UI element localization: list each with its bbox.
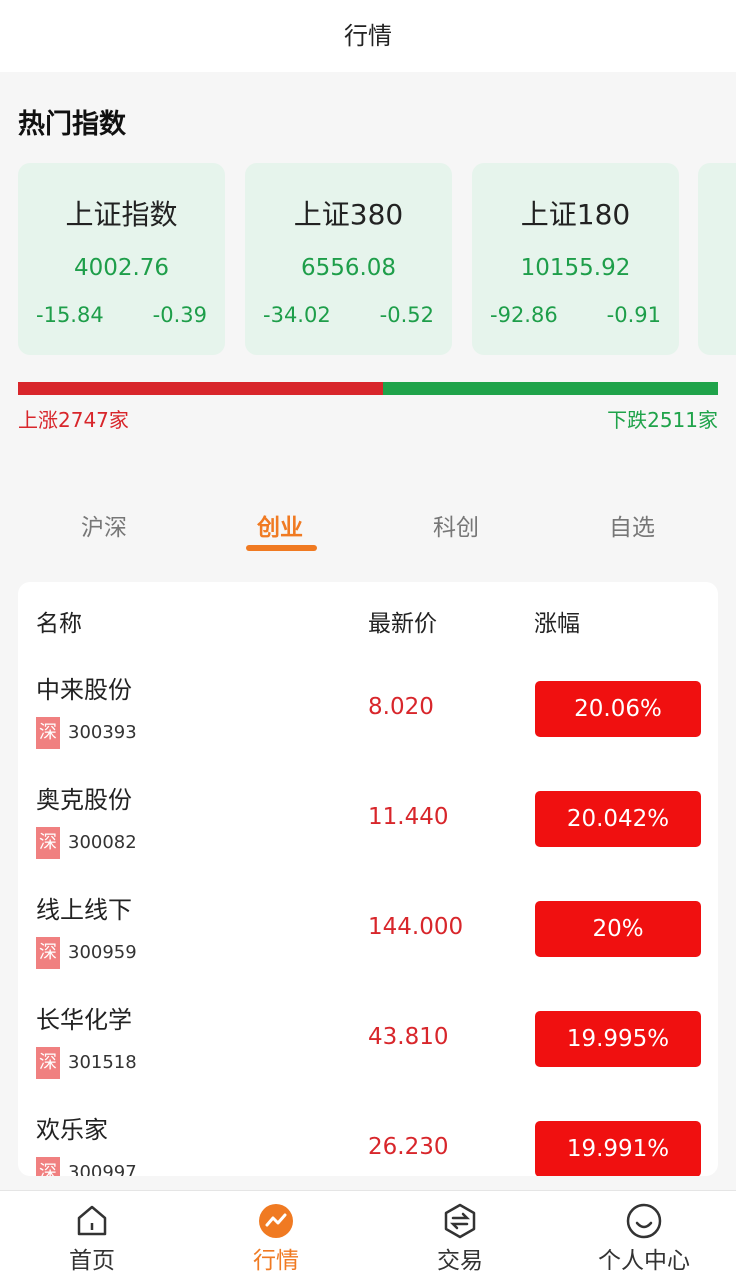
trade-icon (444, 1203, 476, 1239)
index-card[interactable]: 上证指数 4002.76 -15.84 -0.39 (18, 163, 225, 355)
stock-price: 8.020 (368, 694, 434, 720)
market-tag: 深 (36, 1157, 60, 1176)
stock-code: 301518 (68, 1052, 137, 1073)
tab[interactable]: 沪深 (81, 515, 127, 541)
bottom-nav: 首页 行情 交易 个人中心 (0, 1190, 736, 1280)
breadth-bar-up (18, 382, 383, 395)
column-header[interactable]: 最新价 (368, 611, 437, 637)
stock-name[interactable]: 线上线下 (36, 896, 132, 924)
tab[interactable]: 创业 (257, 515, 303, 541)
breadth-down: 下跌2511家 (607, 408, 718, 432)
stock-code: 300959 (68, 942, 137, 963)
stock-pct: 20% (535, 901, 701, 957)
index-pct: -0.39 (152, 303, 207, 327)
index-pct: -0.52 (379, 303, 434, 327)
stock-name[interactable]: 奥克股份 (36, 786, 132, 814)
market-icon (259, 1204, 293, 1238)
tab[interactable]: 自选 (609, 515, 655, 541)
index-value: 6556.08 (300, 255, 397, 281)
index-pct: -0.91 (606, 303, 661, 327)
stock-code: 300082 (68, 832, 137, 853)
index-name: 上证180 (520, 198, 631, 231)
index-name: 上证380 (293, 198, 404, 231)
stock-name[interactable]: 长华化学 (36, 1006, 132, 1034)
home-icon (77, 1205, 107, 1236)
market-tag: 深 (36, 717, 60, 749)
column-header: 名称 (36, 611, 82, 637)
stock-name[interactable]: 欢乐家 (36, 1116, 108, 1144)
index-change: -34.02 (263, 303, 331, 327)
stock-pct: 20.042% (535, 791, 701, 847)
nav-item[interactable]: 个人中心 (598, 1248, 690, 1274)
tab[interactable]: 科创 (433, 515, 479, 541)
market-tag: 深 (36, 1047, 60, 1079)
stock-code: 300393 (68, 722, 137, 743)
stock-pct: 20.06% (535, 681, 701, 737)
nav-item[interactable]: 行情 (253, 1248, 299, 1274)
index-card[interactable]: 上证380 6556.08 -34.02 -0.52 (245, 163, 452, 355)
index-value: 4002.76 (73, 255, 170, 281)
stock-pct: 19.991% (535, 1121, 701, 1176)
stock-code: 300997 (68, 1162, 137, 1176)
stock-pct: 19.995% (535, 1011, 701, 1067)
profile-icon (626, 1203, 662, 1239)
stock-price: 26.230 (368, 1134, 449, 1160)
nav-item[interactable]: 首页 (69, 1248, 115, 1274)
section-title: 热门指数 (18, 109, 126, 140)
nav-item[interactable]: 交易 (437, 1248, 483, 1274)
stock-table: 名称 最新价 涨幅 中来股份深 300393 8.020 20.06% 奥克股份深 300… (18, 582, 718, 1176)
stock-price: 43.810 (368, 1024, 449, 1050)
index-value: 10155.92 (520, 255, 631, 281)
index-name: 上证指数 (65, 198, 178, 231)
column-header[interactable]: 涨幅 (534, 611, 580, 637)
index-card[interactable]: 上证180 10155.92 -92.86 -0.91 (472, 163, 679, 355)
index-card-partial[interactable] (698, 163, 736, 355)
stock-price: 11.440 (368, 804, 449, 830)
header-title: 行情 (0, 0, 736, 72)
breadth-up: 上涨2747家 (18, 408, 129, 432)
index-change: -15.84 (36, 303, 104, 327)
stock-name[interactable]: 中来股份 (36, 676, 132, 704)
breadth-bar-down (383, 382, 718, 395)
market-tag: 深 (36, 937, 60, 969)
market-tag: 深 (36, 827, 60, 859)
tab-indicator (246, 545, 317, 551)
index-change: -92.86 (490, 303, 558, 327)
stock-price: 144.000 (368, 914, 464, 940)
